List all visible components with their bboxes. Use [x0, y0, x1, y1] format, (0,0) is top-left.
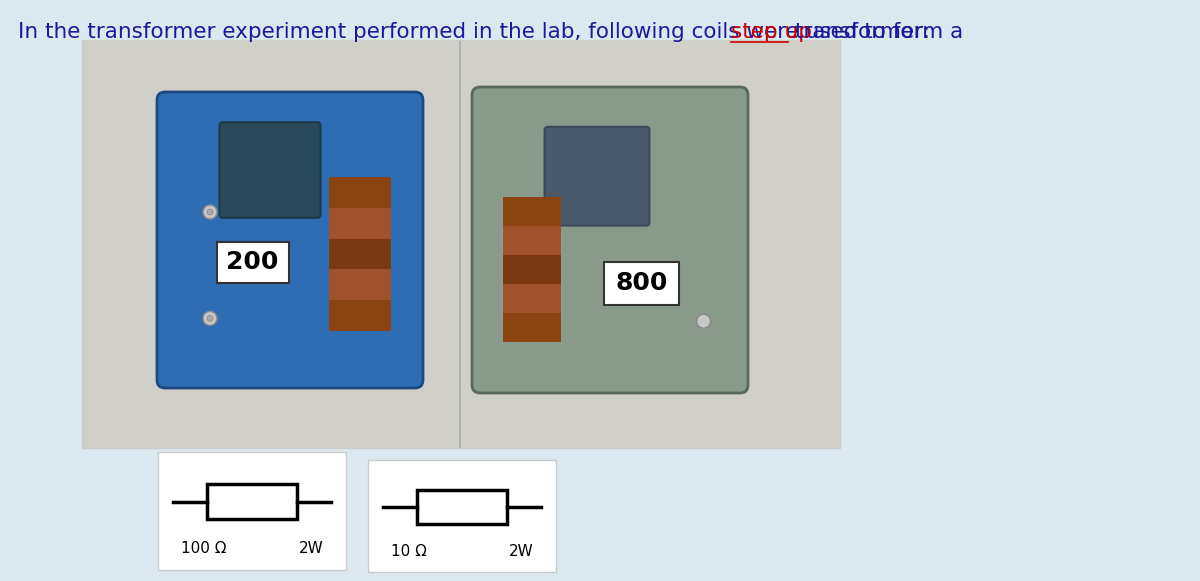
FancyBboxPatch shape [329, 300, 391, 331]
FancyBboxPatch shape [329, 239, 391, 270]
FancyBboxPatch shape [158, 452, 346, 570]
FancyBboxPatch shape [504, 284, 560, 313]
FancyBboxPatch shape [604, 262, 679, 305]
FancyBboxPatch shape [82, 40, 840, 448]
FancyBboxPatch shape [504, 225, 560, 254]
Circle shape [208, 209, 214, 215]
Text: 100 Ω: 100 Ω [180, 541, 226, 556]
Bar [206, 484, 298, 519]
FancyBboxPatch shape [216, 242, 288, 283]
Text: transformer:: transformer: [787, 22, 930, 42]
Circle shape [203, 311, 217, 325]
FancyBboxPatch shape [157, 92, 424, 388]
FancyBboxPatch shape [504, 254, 560, 284]
FancyBboxPatch shape [329, 177, 391, 208]
Text: 200: 200 [227, 250, 278, 274]
FancyBboxPatch shape [504, 196, 560, 225]
FancyBboxPatch shape [504, 313, 560, 342]
Bar [416, 490, 508, 524]
FancyBboxPatch shape [368, 460, 556, 572]
FancyBboxPatch shape [329, 270, 391, 300]
Text: 2W: 2W [509, 544, 534, 560]
FancyBboxPatch shape [329, 208, 391, 239]
Text: 800: 800 [616, 271, 667, 296]
Text: 10 Ω: 10 Ω [390, 544, 426, 560]
Circle shape [208, 315, 214, 321]
Circle shape [203, 205, 217, 219]
FancyBboxPatch shape [472, 87, 748, 393]
Text: In the transformer experiment performed in the lab, following coils were used to: In the transformer experiment performed … [18, 22, 970, 42]
FancyBboxPatch shape [545, 127, 649, 225]
FancyBboxPatch shape [220, 122, 320, 218]
Text: 2W: 2W [299, 541, 324, 556]
Text: step up: step up [731, 22, 811, 42]
Circle shape [696, 314, 710, 328]
